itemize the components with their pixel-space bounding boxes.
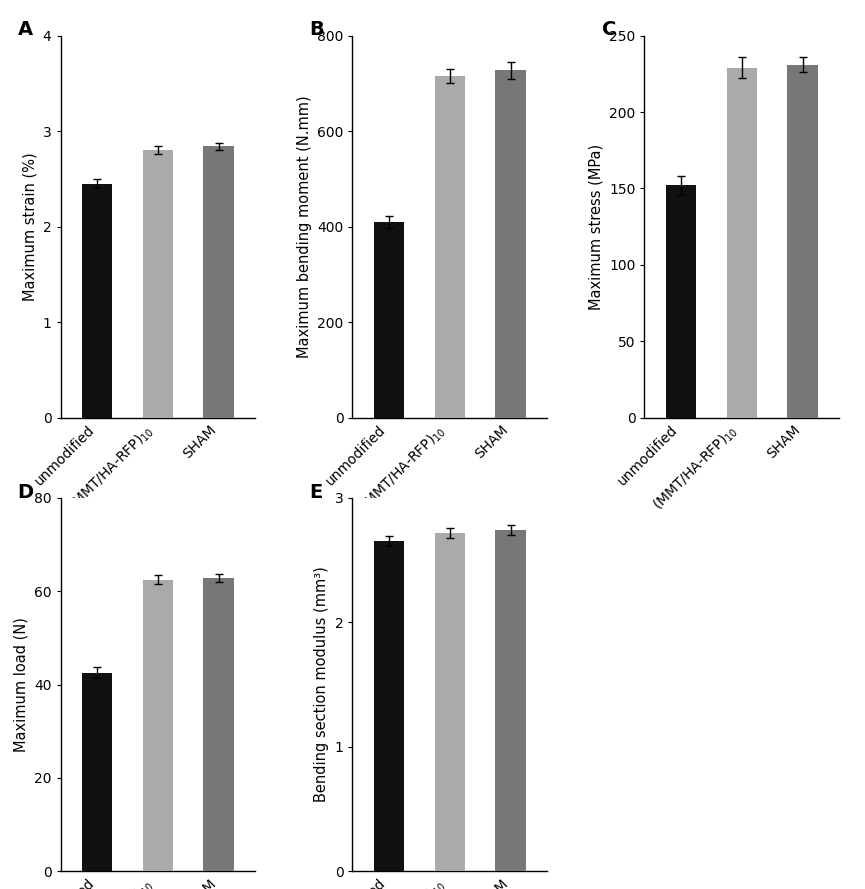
Bar — [82, 184, 112, 418]
Bar — [787, 65, 817, 418]
Text: C: C — [602, 20, 616, 39]
Y-axis label: Maximum load (N): Maximum load (N) — [13, 617, 29, 752]
Bar — [203, 578, 234, 871]
Y-axis label: Bending section modulus (mm³): Bending section modulus (mm³) — [314, 566, 329, 803]
Bar — [666, 186, 696, 418]
Bar — [374, 222, 404, 418]
Text: A: A — [18, 20, 33, 39]
Text: B: B — [310, 20, 324, 39]
Bar — [434, 76, 465, 418]
Bar — [203, 147, 234, 418]
Bar — [374, 541, 404, 871]
Bar — [727, 68, 757, 418]
Bar — [496, 530, 526, 871]
Bar — [143, 580, 173, 871]
Y-axis label: Maximum strain (%): Maximum strain (%) — [22, 152, 37, 301]
Text: E: E — [310, 483, 323, 502]
Bar — [143, 150, 173, 418]
Y-axis label: Maximum bending moment (N.mm): Maximum bending moment (N.mm) — [297, 95, 311, 358]
Y-axis label: Maximum stress (MPa): Maximum stress (MPa) — [588, 144, 604, 309]
Bar — [82, 673, 112, 871]
Bar — [496, 70, 526, 418]
Bar — [434, 533, 465, 871]
Text: D: D — [18, 483, 34, 502]
